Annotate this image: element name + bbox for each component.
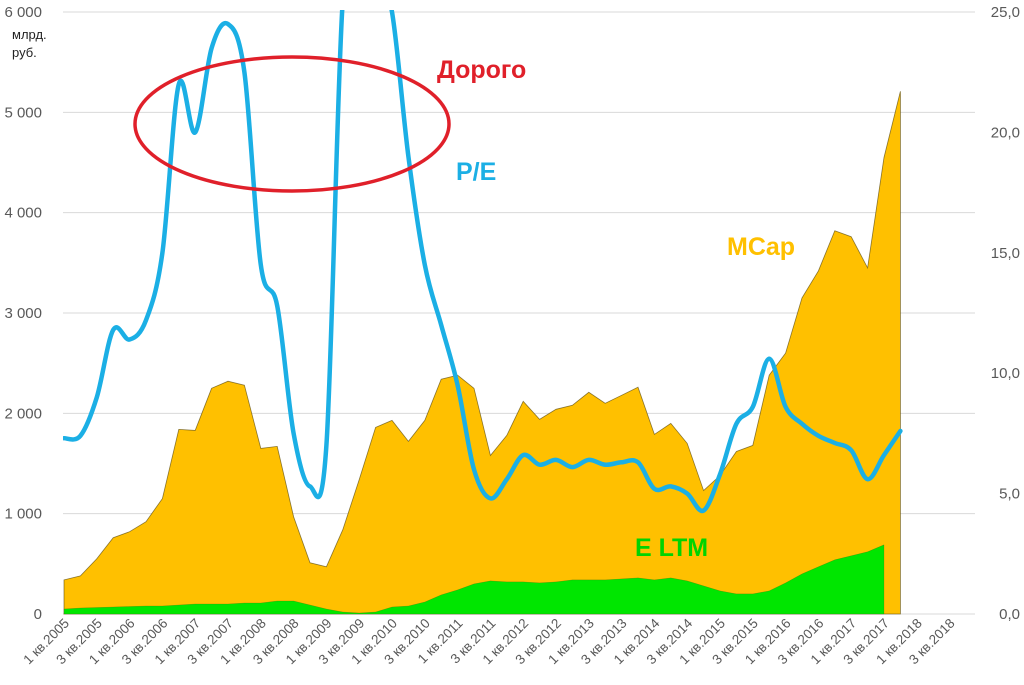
left-axis: 0 1 000 2 000 3 000 4 000 5 000 6 000: [4, 4, 42, 623]
left-tick-label: 2 000: [4, 405, 42, 422]
annotation-pe: P/E: [456, 158, 496, 186]
right-tick-label: 0,0: [999, 606, 1020, 623]
annotation-e-ltm: E LTM: [635, 534, 708, 562]
right-tick-label: 15,0: [991, 245, 1020, 262]
line-series: [63, 10, 903, 514]
left-tick-label: 6 000: [4, 4, 42, 21]
right-axis: 0,0 5,0 10,0 15,0 20,0 25,0: [991, 4, 1020, 623]
area-series: [63, 91, 901, 615]
left-tick-label: 1 000: [4, 506, 42, 523]
right-tick-label: 5,0: [999, 486, 1020, 503]
pe-line: [63, 10, 903, 514]
mcap-area: [63, 91, 901, 615]
unit-label-line2: руб.: [12, 45, 37, 60]
left-tick-label: 4 000: [4, 205, 42, 222]
left-tick-label: 3 000: [4, 305, 42, 322]
annotation-expensive: Дорого: [437, 56, 526, 84]
e-ltm-area: [63, 544, 885, 615]
annotation-mcap: MCap: [727, 233, 795, 261]
expensive-zone-ellipse: [133, 55, 451, 193]
left-tick-label: 0: [34, 606, 42, 623]
left-tick-label: 5 000: [4, 104, 42, 121]
right-tick-label: 25,0: [991, 4, 1020, 21]
unit-label-line1: млрд.: [12, 27, 47, 42]
right-tick-label: 10,0: [991, 365, 1020, 382]
right-tick-label: 20,0: [991, 124, 1020, 141]
